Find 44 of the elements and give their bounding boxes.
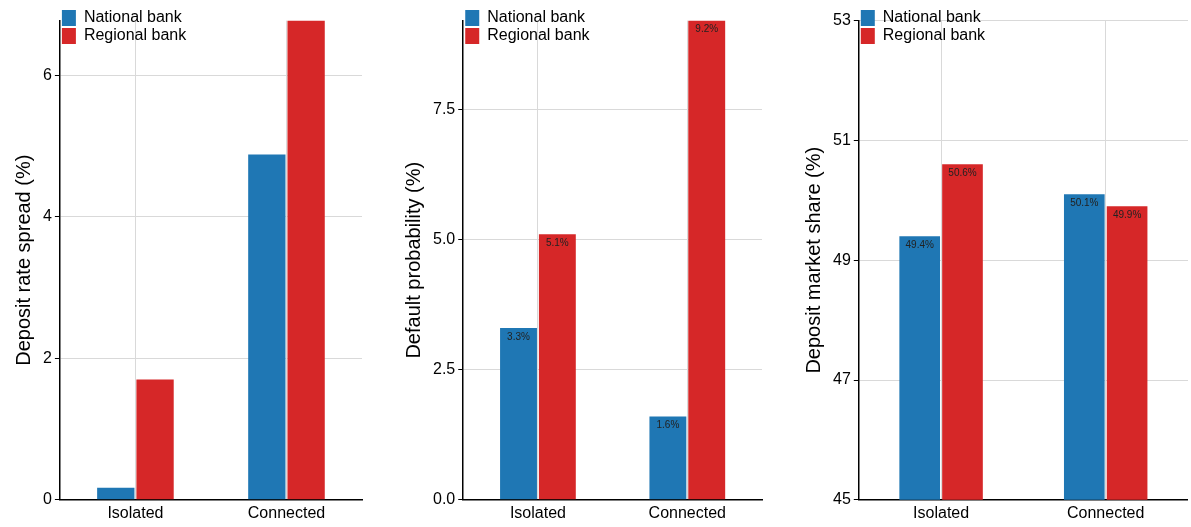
data-label: 50.6%: [948, 167, 977, 179]
legend-label: Regional bank: [882, 26, 987, 44]
y-tick-label: 2.5: [432, 359, 456, 377]
y-tick-label: 45: [833, 490, 851, 508]
y-axis-title: Default probability (%): [401, 161, 424, 359]
y-tick-label: 5.0: [432, 229, 456, 247]
legend-label: National bank: [83, 8, 183, 26]
legend-label: Regional bank: [83, 26, 188, 44]
x-tick-label: Connected: [247, 503, 326, 521]
x-tick-label: Isolated: [913, 503, 970, 521]
y-tick-label: 0.0: [432, 490, 456, 508]
y-tick-label: 47: [833, 370, 851, 388]
x-tick-label: Isolated: [107, 503, 164, 521]
x-tick-label: Connected: [648, 503, 727, 521]
bar: [500, 327, 537, 500]
data-label: 9.2%: [695, 23, 719, 35]
y-tick-label: 6: [42, 65, 52, 83]
legend-label: Regional bank: [487, 26, 591, 44]
bar: [649, 416, 687, 500]
y-tick-label: 2: [42, 348, 52, 366]
y-tick-label: 4: [42, 207, 52, 225]
data-label: 50.1%: [1070, 197, 1099, 209]
bar: [287, 20, 325, 500]
data-label: 49.9%: [1112, 209, 1142, 221]
x-tick-label: Isolated: [509, 503, 566, 521]
bar: [136, 379, 174, 500]
y-tick-label: 7.5: [432, 99, 456, 117]
data-label: 1.6%: [656, 419, 680, 431]
y-axis-title: Deposit rate spread (%): [11, 154, 34, 366]
bar: [97, 487, 135, 500]
legend-label: National bank: [487, 8, 587, 26]
data-label: 3.3%: [507, 330, 531, 342]
bar: [538, 234, 576, 500]
legend-label: National bank: [882, 8, 982, 26]
bar: [248, 154, 286, 500]
data-label: 49.4%: [905, 238, 934, 250]
x-tick-label: Connected: [1067, 503, 1145, 521]
y-tick-label: 51: [833, 130, 851, 148]
y-tick-label: 0: [42, 490, 52, 508]
bar: [688, 20, 726, 500]
data-label: 5.1%: [545, 236, 569, 248]
y-tick-label: 53: [833, 11, 851, 29]
y-axis-title: Deposit market share (%): [801, 146, 824, 374]
y-tick-label: 49: [833, 250, 851, 268]
